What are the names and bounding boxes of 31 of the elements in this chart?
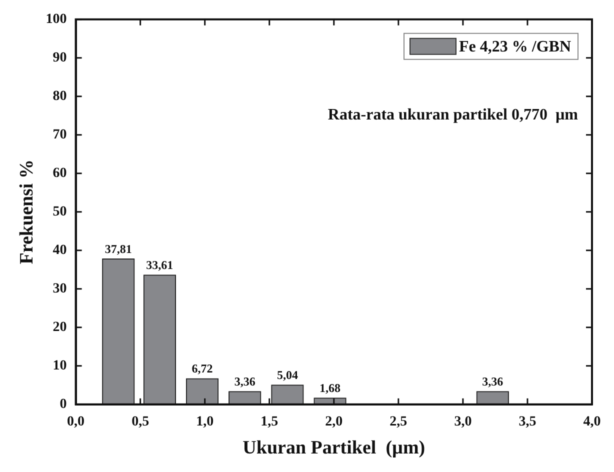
- text: 1,68: [320, 381, 341, 396]
- y-tick-label: 10: [52, 358, 67, 374]
- y-tick-label: 50: [52, 204, 67, 220]
- x-tick-label: 3,0: [454, 414, 472, 430]
- x-tick-label: 4,0: [583, 414, 601, 430]
- x-tick-label: 1,5: [260, 414, 278, 430]
- text: 3,36: [234, 374, 256, 389]
- y-axis-title: Frekuensi %: [16, 160, 38, 264]
- text: 5,04: [276, 368, 298, 382]
- y-tick-label: 80: [52, 89, 67, 104]
- y-tick-label: 90: [52, 50, 67, 66]
- annotation: Rata-rata ukuran partikel 0,770 µm: [328, 106, 579, 124]
- x-tick-label: 0,5: [132, 414, 150, 430]
- x-tick-label: 0,0: [67, 414, 85, 430]
- y-tick-label: 70: [52, 128, 67, 143]
- x-tick-label: 3,5: [518, 414, 536, 430]
- x-tick-label: 2,5: [390, 414, 408, 430]
- y-tick-label: 20: [52, 320, 67, 336]
- y-tick-label: 40: [52, 243, 67, 258]
- y-tick-label: 0: [60, 397, 67, 412]
- y-tick-label: 30: [52, 282, 67, 297]
- legend-label: Fe 4,23 % /GBN: [459, 38, 572, 56]
- x-tick-label: 2,0: [325, 414, 343, 430]
- x-axis-title: Ukuran Partikel (µm): [242, 438, 426, 459]
- x-tick-label: 1,0: [196, 414, 214, 430]
- y-tick-label: 60: [52, 166, 67, 182]
- y-tick-label: 100: [46, 12, 67, 28]
- text: 37,81: [104, 242, 132, 256]
- text: 33,61: [146, 258, 174, 272]
- text: 3,36: [482, 374, 504, 389]
- text: 6,72: [192, 362, 213, 376]
